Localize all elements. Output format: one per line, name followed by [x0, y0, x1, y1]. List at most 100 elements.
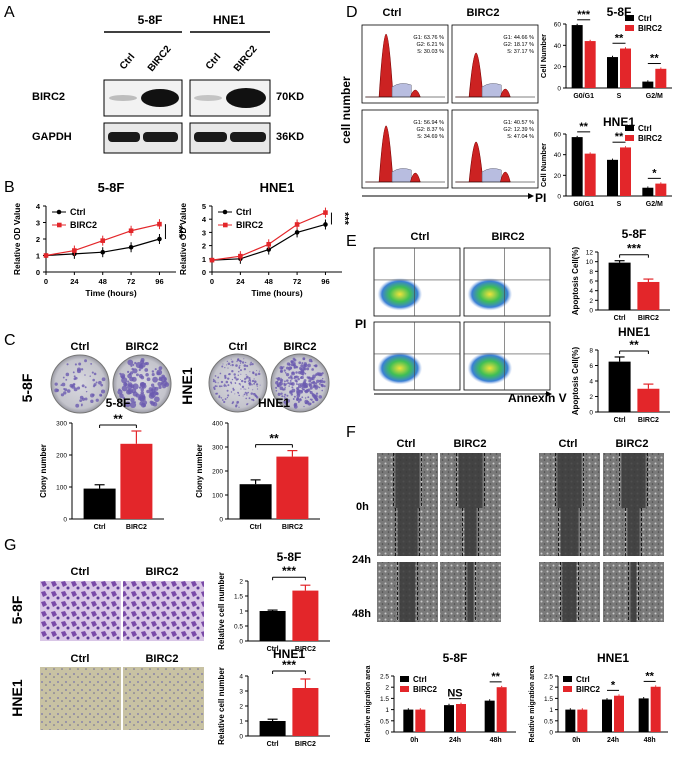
data-point-ctrl — [294, 230, 300, 235]
colony — [135, 373, 139, 377]
lane-label-ctrl-hne1: Ctrl — [204, 51, 224, 71]
colony — [90, 363, 93, 365]
g1-peak — [456, 52, 484, 98]
blot-header-hne1: HNE1 — [213, 13, 245, 27]
colony — [296, 386, 300, 391]
panel-label-e: E — [346, 233, 357, 250]
flow-e-label-birc2: BIRC2 — [491, 231, 524, 243]
colony — [275, 377, 277, 379]
colony — [287, 382, 290, 385]
cell-population — [377, 351, 423, 385]
x-tick-label: 0 — [44, 277, 48, 286]
y-axis-label: Clony number — [195, 444, 204, 498]
colony — [284, 380, 286, 383]
colony — [240, 373, 242, 375]
data-point-birc2 — [294, 222, 300, 227]
colony — [301, 361, 304, 364]
colony — [293, 403, 297, 407]
colony — [243, 364, 247, 367]
colony — [63, 391, 67, 395]
cell-cycle-stat: S: 37.17 % — [507, 49, 534, 55]
colony — [89, 375, 91, 377]
x-axis-label: Time (hours) — [85, 288, 136, 298]
flow-e-xlabel: Annexin V — [508, 391, 567, 405]
colony — [299, 376, 302, 379]
x-tick-label: 0 — [210, 277, 214, 286]
y-tick-label: 6 — [589, 363, 593, 370]
colony — [158, 385, 162, 389]
chart-f-58f: 5-8F 0 0.5 1 1.5 2 2.5 Relative migration area 0… — [365, 651, 516, 744]
colony — [132, 383, 139, 390]
y-axis-label: Relative cell number — [217, 667, 226, 745]
colony — [239, 369, 242, 372]
data-point-birc2 — [43, 253, 49, 258]
colony — [300, 369, 305, 373]
colony — [145, 372, 149, 377]
transwell-label-birc2-58f: BIRC2 — [145, 566, 178, 578]
colony — [241, 385, 245, 389]
band-birc2-hne1-ctrl — [194, 95, 222, 101]
colony — [250, 381, 252, 383]
colony — [307, 363, 311, 368]
colony — [304, 397, 307, 399]
colony — [306, 367, 310, 371]
chart-c-58f: 5-8F 0 100 200 300 Clony number Ctrl BIRC2 ** — [39, 396, 164, 531]
dish-58f-ctrl — [50, 354, 110, 414]
y-tick-label: 300 — [212, 445, 223, 452]
colony — [286, 362, 291, 366]
y-tick-label: 0 — [385, 730, 389, 737]
y-tick-label: 40 — [554, 43, 562, 50]
colony — [225, 385, 228, 387]
colony — [232, 401, 235, 404]
data-point-birc2 — [72, 248, 77, 253]
colony — [298, 389, 301, 392]
colony — [95, 381, 98, 384]
significance-label: *** — [338, 212, 350, 226]
colony — [243, 388, 245, 390]
colony — [221, 365, 224, 368]
colony — [244, 361, 247, 364]
y-tick-label: 4 — [589, 288, 593, 295]
colony — [318, 382, 321, 385]
cell-cycle-stat: G2: 6.21 % — [416, 42, 444, 48]
chart-b-58f: 5-8F 0 1 2 3 4 0 24 48 72 96 Time (hours) Relative O… — [12, 180, 184, 298]
colony — [227, 377, 230, 380]
colony — [304, 402, 307, 405]
blot-size-70kd: 70KD — [276, 91, 304, 103]
colony — [134, 361, 137, 365]
x-tick-label: 0h — [572, 737, 580, 744]
colony — [74, 363, 77, 366]
colony — [146, 389, 150, 394]
colony — [231, 363, 234, 367]
cell-cycle-stat: S: 30.03 % — [417, 49, 444, 55]
colony — [154, 396, 160, 403]
colony — [284, 371, 287, 374]
bar-ctrl — [571, 25, 583, 88]
colony — [135, 393, 140, 398]
x-tick-label: 72 — [127, 277, 135, 286]
legend-marker-ctrl — [222, 209, 228, 215]
colony — [249, 371, 251, 373]
transwell-row-hne1: HNE1 — [9, 679, 25, 717]
y-tick-label: 1 — [239, 719, 243, 726]
colony — [238, 406, 240, 408]
colony — [275, 386, 278, 389]
colony — [129, 371, 134, 375]
colony — [255, 383, 259, 386]
colony — [278, 382, 281, 385]
colony — [292, 363, 296, 367]
significance-label: ** — [650, 53, 659, 65]
significance-label: * — [652, 167, 657, 179]
colony — [132, 363, 135, 366]
colony — [283, 369, 286, 372]
significance-label: * — [611, 679, 616, 691]
annexin-dot-plots — [373, 247, 551, 391]
y-tick-label: 3 — [202, 228, 206, 237]
bar-birc2 — [292, 688, 319, 736]
colony — [142, 400, 148, 405]
chart-g-hne1: HNE1 0 1 2 3 4 Relative cell number Ctrl BIRC2 **… — [217, 647, 330, 748]
colony — [280, 392, 283, 395]
colony — [140, 362, 146, 368]
colony — [118, 388, 121, 391]
colony — [120, 373, 126, 379]
